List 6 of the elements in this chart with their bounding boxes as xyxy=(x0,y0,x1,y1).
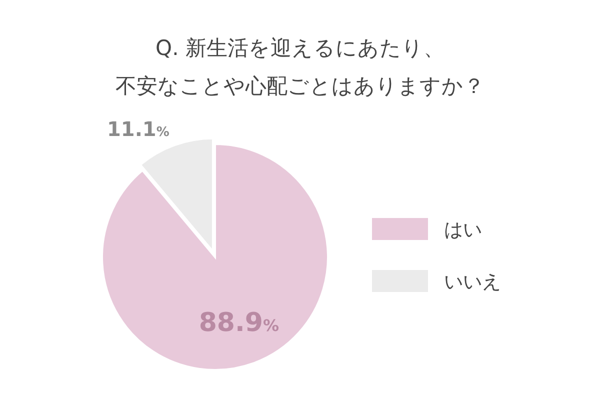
legend-label: はい xyxy=(444,219,482,241)
data-label: 11.1% xyxy=(106,117,170,142)
legend-label: いいえ xyxy=(444,271,501,293)
chart-title: Q. 新生活を迎えるにあたり、 xyxy=(156,36,444,60)
chart-subtitle: 不安なことや心配ごとはありますか？ xyxy=(116,74,484,98)
data-label: 88.9% xyxy=(198,308,280,338)
